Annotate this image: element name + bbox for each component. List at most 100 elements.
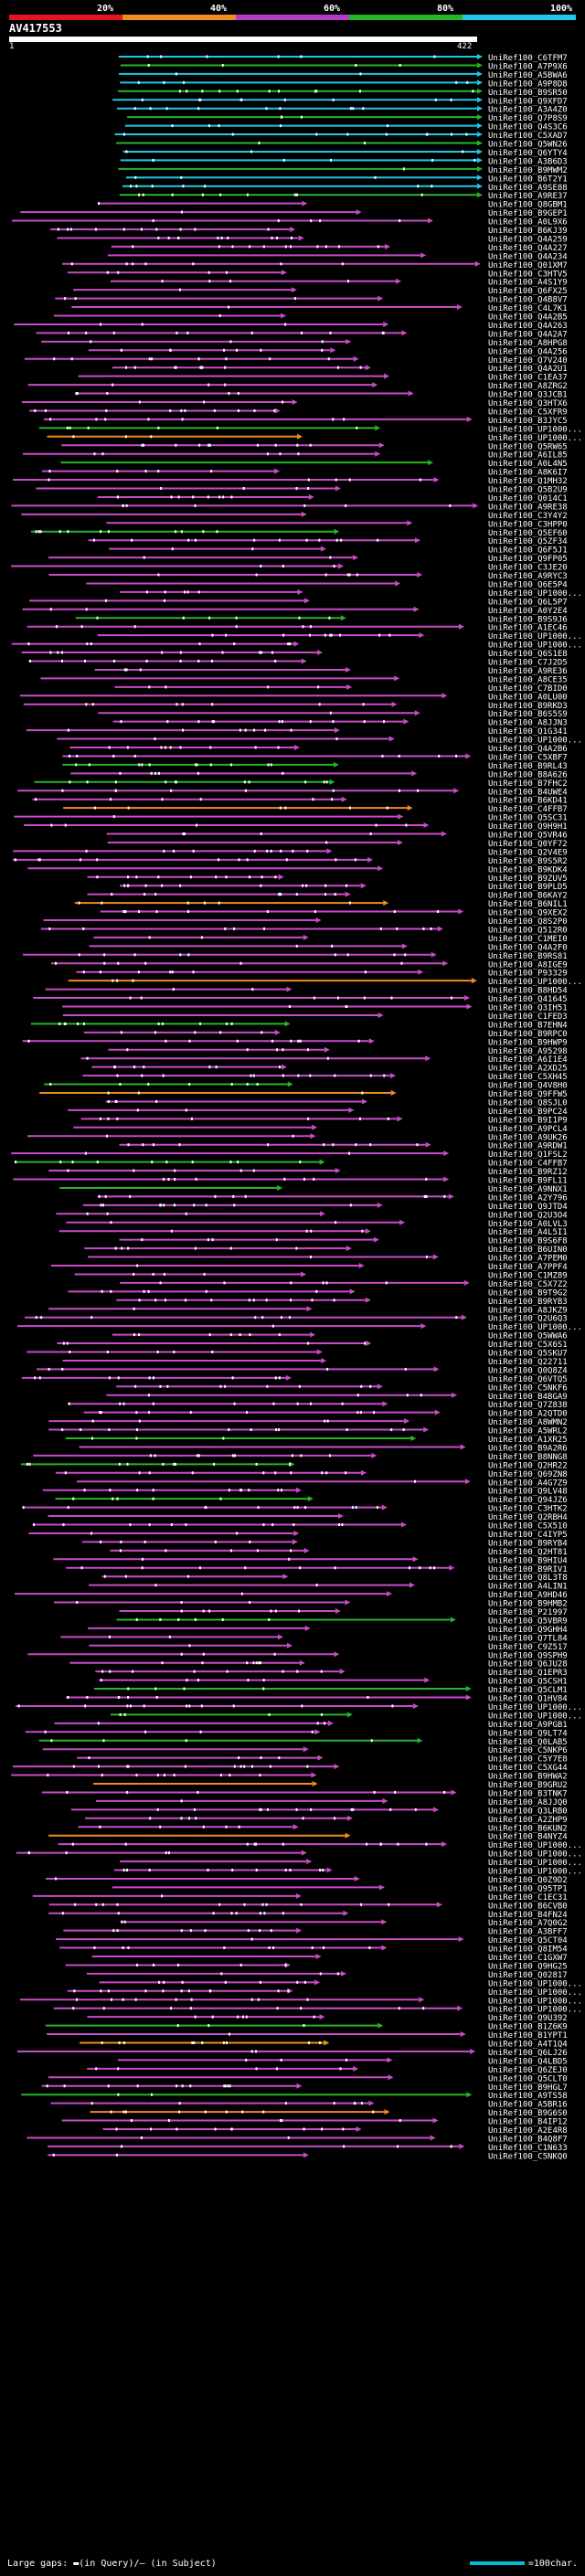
hit-row[interactable]: UniRef100_Q8S2P0	[43, 917, 568, 927]
hit-row[interactable]: UniRef100_Q4A2B6	[69, 745, 568, 754]
hit-row[interactable]: UniRef100_C5NKQ0	[48, 2152, 568, 2161]
hit-row[interactable]: UniRef100_B9HIU4	[53, 1556, 568, 1565]
hit-label[interactable]: UniRef100_B6KJ39	[488, 227, 568, 236]
hit-row[interactable]: UniRef100_B9HWA2	[11, 1772, 568, 1782]
hit-row[interactable]: UniRef100_B4IP12	[61, 2117, 568, 2127]
hit-label[interactable]: UniRef100_C4FFB7	[488, 805, 568, 814]
hit-label[interactable]: UniRef100_A0L4N5	[488, 460, 568, 469]
hit-label[interactable]: UniRef100_Q9GHH4	[488, 1626, 568, 1635]
hit-row[interactable]: UniRef100_A9PCL4	[73, 1124, 568, 1134]
hit-row[interactable]: UniRef100_Q4LBD5	[117, 2057, 568, 2066]
hit-label[interactable]: UniRef100_A7PPF4	[488, 1263, 568, 1272]
hit-label[interactable]: UniRef100_Q5WN26	[488, 141, 568, 150]
hit-row[interactable]: UniRef100_C5XFR9	[29, 408, 568, 417]
hit-label[interactable]: UniRef100_Q9JTD4	[488, 1203, 568, 1212]
hit-row[interactable]: UniRef100_Q6JU28	[69, 1659, 568, 1670]
hit-label[interactable]: UniRef100_Q7P8S9	[488, 114, 568, 123]
hit-label[interactable]: UniRef100_A6IL85	[488, 451, 568, 461]
hit-label[interactable]: UniRef100_B8HD54	[488, 987, 568, 996]
hit-row[interactable]: UniRef100_A9P8D8	[120, 80, 568, 89]
hit-label[interactable]: UniRef100_Q4A2U1	[488, 365, 568, 374]
hit-label[interactable]: UniRef100_C3HPP0	[488, 520, 568, 529]
hit-row[interactable]: UniRef100_C1EC31	[32, 1892, 568, 1903]
hit-row[interactable]: UniRef100_Q9H9H1	[23, 822, 568, 832]
hit-label[interactable]: UniRef100_C5X510	[488, 1522, 568, 1532]
hit-label[interactable]: UniRef100_B6KD41	[488, 797, 568, 806]
hit-row[interactable]: UniRef100_Q2U6Q3	[24, 1314, 568, 1324]
hit-row[interactable]: UniRef100_UP1000...	[119, 588, 582, 599]
hit-label[interactable]: UniRef100_UP1000...	[488, 1850, 582, 1860]
hit-row[interactable]: UniRef100_A9SE88	[122, 183, 568, 193]
hit-row[interactable]: UniRef100_UP1000...	[99, 1979, 582, 1988]
hit-row[interactable]: UniRef100_B6S5S9	[98, 710, 568, 719]
hit-row[interactable]: UniRef100_B6KD41	[32, 796, 568, 806]
hit-row[interactable]: UniRef100_A7PEM0	[88, 1254, 568, 1264]
hit-row[interactable]: UniRef100_A9RE37	[119, 192, 568, 201]
hit-label[interactable]: UniRef100_Q2HT81	[488, 1548, 568, 1557]
hit-label[interactable]: UniRef100_B9S6F8	[488, 1237, 568, 1246]
hit-row[interactable]: UniRef100_C4FFB7	[63, 805, 568, 814]
hit-row[interactable]: UniRef100_Q9XEX2	[100, 908, 568, 918]
hit-row[interactable]: UniRef100_Q1FSL2	[11, 1150, 568, 1160]
hit-row[interactable]: UniRef100_B9S6F8	[119, 1236, 568, 1246]
hit-row[interactable]: UniRef100_A95298	[108, 1046, 568, 1056]
hit-label[interactable]: UniRef100_A8CE35	[488, 675, 568, 684]
hit-label[interactable]: UniRef100_A9UK26	[488, 1133, 568, 1142]
hit-label[interactable]: UniRef100_B9GEP1	[488, 209, 568, 218]
hit-label[interactable]: UniRef100_A8WMN2	[488, 1418, 568, 1427]
hit-row[interactable]: UniRef100_C1FED3	[62, 1012, 568, 1022]
hit-row[interactable]: UniRef100_A2QTD0	[83, 1409, 568, 1419]
hit-label[interactable]: UniRef100_A5BWA6	[488, 71, 568, 80]
hit-label[interactable]: UniRef100_UP1000...	[488, 978, 582, 987]
hit-label[interactable]: UniRef100_B9RIV1	[488, 1565, 568, 1574]
hit-row[interactable]: UniRef100_C1N633	[48, 2143, 568, 2153]
hit-row[interactable]: UniRef100_Q1G341	[26, 727, 568, 737]
hit-label[interactable]: UniRef100_Q9HG25	[488, 1962, 568, 1971]
hit-row[interactable]: UniRef100_Q8IM54	[59, 1945, 568, 1955]
hit-row[interactable]: UniRef100_B4BGA9	[106, 1392, 568, 1402]
hit-label[interactable]: UniRef100_B9PC24	[488, 1108, 568, 1117]
hit-row[interactable]: UniRef100_B9S9J6	[75, 615, 568, 624]
hit-label[interactable]: UniRef100_C5XFR9	[488, 408, 568, 417]
hit-row[interactable]: UniRef100_Q94JZ6	[55, 1496, 568, 1505]
hit-label[interactable]: UniRef100_A0LVL3	[488, 1220, 568, 1229]
hit-label[interactable]: UniRef100_B9S9J6	[488, 615, 568, 624]
hit-row[interactable]: UniRef100_Q2HT81	[110, 1547, 568, 1557]
hit-label[interactable]: UniRef100_B9I1P9	[488, 1116, 568, 1125]
hit-label[interactable]: UniRef100_Q0YF72	[488, 840, 568, 849]
hit-row[interactable]: UniRef100_UP1000...	[16, 1702, 582, 1712]
hit-row[interactable]: UniRef100_Q69ZN8	[55, 1469, 568, 1479]
hit-label[interactable]: UniRef100_Q4B8V7	[488, 296, 568, 305]
hit-label[interactable]: UniRef100_Q9LV48	[488, 1488, 568, 1497]
hit-label[interactable]: UniRef100_Q6L5P7	[488, 598, 568, 607]
hit-label[interactable]: UniRef100_A8K6I7	[488, 469, 568, 478]
hit-label[interactable]: UniRef100_C5XG44	[488, 1764, 568, 1773]
hit-row[interactable]: UniRef100_Q4S3C6	[124, 122, 568, 133]
hit-label[interactable]: UniRef100_Q0LAB5	[488, 1738, 568, 1747]
hit-label[interactable]: UniRef100_Q9H9H1	[488, 822, 568, 832]
hit-label[interactable]: UniRef100_P93329	[488, 970, 568, 979]
hit-row[interactable]: UniRef100_B7EHN4	[30, 1021, 568, 1030]
hit-row[interactable]: UniRef100_A0LU00	[19, 693, 568, 702]
hit-label[interactable]: UniRef100_C1N633	[488, 2144, 568, 2153]
hit-label[interactable]: UniRef100_UP1000...	[488, 1323, 582, 1332]
hit-label[interactable]: UniRef100_A0LU00	[488, 693, 568, 702]
hit-row[interactable]: UniRef100_Q6YTY4	[122, 148, 568, 158]
hit-label[interactable]: UniRef100_A2XD25	[488, 1065, 568, 1074]
hit-row[interactable]: UniRef100_Q2RBH4	[48, 1513, 568, 1522]
hit-row[interactable]: UniRef100_B9RL43	[62, 761, 568, 771]
hit-row[interactable]: UniRef100_UP1000...	[47, 433, 582, 443]
hit-label[interactable]: UniRef100_Q2HR22	[488, 1461, 568, 1470]
hit-label[interactable]: UniRef100_A4T1Q4	[488, 2041, 568, 2050]
hit-label[interactable]: UniRef100_B9RL43	[488, 762, 568, 771]
hit-label[interactable]: UniRef100_Q3IH51	[488, 1004, 568, 1013]
hit-label[interactable]: UniRef100_UP1000...	[488, 1988, 582, 1998]
hit-label[interactable]: UniRef100_C5X6S1	[488, 1341, 568, 1350]
hit-row[interactable]: UniRef100_Q5WWA6	[112, 1331, 568, 1341]
hit-label[interactable]: UniRef100_A7PEM0	[488, 1255, 568, 1264]
hit-label[interactable]: UniRef100_Q8L3T8	[488, 1574, 568, 1583]
hit-row[interactable]: UniRef100_Q2V4E9	[13, 848, 568, 857]
hit-label[interactable]: UniRef100_Q9FFW5	[488, 1090, 568, 1099]
hit-row[interactable]: UniRef100_UP1000...	[120, 1859, 582, 1868]
hit-row[interactable]: UniRef100_Q9FFW5	[39, 1090, 568, 1099]
